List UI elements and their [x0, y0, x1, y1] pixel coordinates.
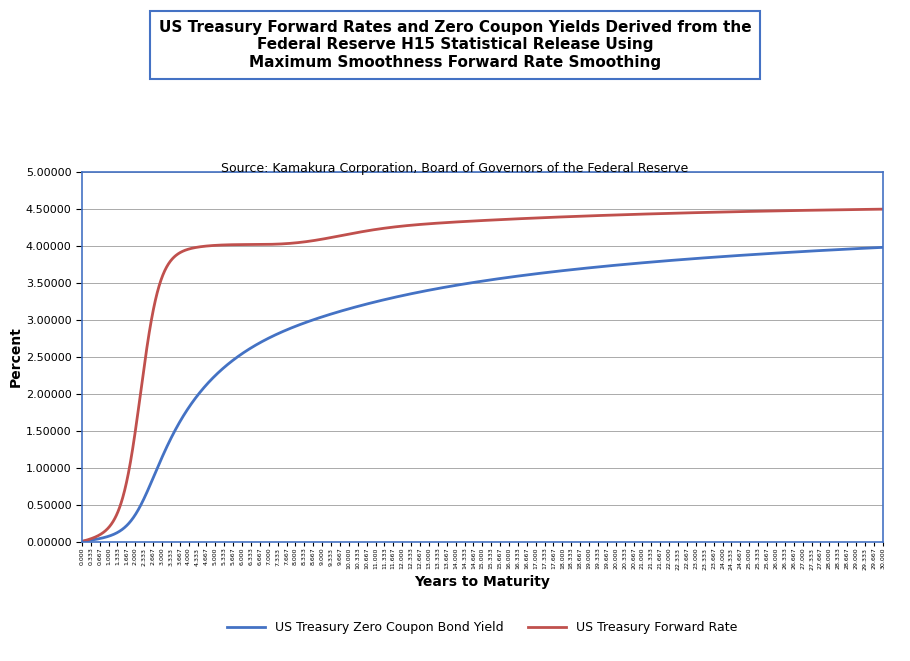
US Treasury Forward Rate — [76, 537, 87, 545]
Text: US Treasury Forward Rates and Zero Coupon Yields Derived from the
Federal Reserv: US Treasury Forward Rates and Zero Coupo… — [158, 20, 752, 69]
Y-axis label: Percent: Percent — [9, 327, 23, 387]
US Treasury Forward Rate — [383, 223, 394, 231]
US Treasury Zero Coupon Bond Yield — [775, 249, 786, 256]
Line: US Treasury Forward Rate: US Treasury Forward Rate — [82, 209, 883, 541]
US Treasury Forward Rate — [167, 254, 178, 262]
US Treasury Zero Coupon Bond Yield — [383, 295, 394, 303]
US Treasury Forward Rate — [877, 205, 888, 213]
US Treasury Zero Coupon Bond Yield — [862, 244, 873, 252]
US Treasury Forward Rate — [216, 241, 227, 249]
US Treasury Forward Rate — [775, 207, 786, 215]
X-axis label: Years to Maturity: Years to Maturity — [414, 575, 551, 589]
US Treasury Zero Coupon Bond Yield — [419, 288, 430, 295]
Legend: US Treasury Zero Coupon Bond Yield, US Treasury Forward Rate: US Treasury Zero Coupon Bond Yield, US T… — [222, 617, 743, 639]
US Treasury Zero Coupon Bond Yield — [877, 243, 888, 251]
Text: Source: Kamakura Corporation, Board of Governors of the Federal Reserve: Source: Kamakura Corporation, Board of G… — [221, 162, 689, 175]
US Treasury Zero Coupon Bond Yield — [167, 430, 178, 438]
US Treasury Zero Coupon Bond Yield — [216, 366, 227, 374]
US Treasury Forward Rate — [862, 206, 873, 214]
US Treasury Forward Rate — [419, 220, 430, 228]
Line: US Treasury Zero Coupon Bond Yield: US Treasury Zero Coupon Bond Yield — [82, 247, 883, 542]
US Treasury Zero Coupon Bond Yield — [76, 538, 87, 546]
